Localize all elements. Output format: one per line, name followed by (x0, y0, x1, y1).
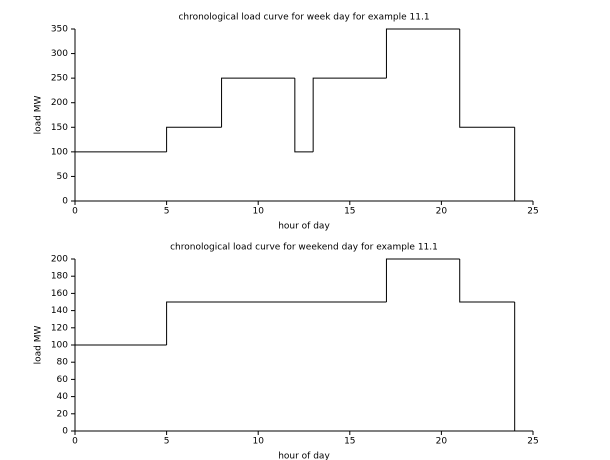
y-tick-label: 160 (51, 289, 68, 299)
step-segment (221, 77, 295, 128)
x-tick-label: 0 (72, 437, 78, 447)
step-segment (294, 78, 314, 153)
x-tick-label: 10 (252, 437, 264, 447)
x-tick-label: 10 (252, 207, 264, 217)
y-tick-label: 20 (57, 409, 69, 419)
y-tick-label: 80 (57, 358, 69, 368)
y-tick-label: 200 (51, 255, 68, 265)
step-segment (166, 301, 387, 345)
step-segment (166, 126, 222, 152)
y-tick-label: 180 (51, 272, 68, 282)
x-tick-label: 20 (436, 437, 448, 447)
x-tick-label: 25 (527, 207, 538, 217)
step-segment (312, 77, 387, 152)
y-tick-label: 300 (51, 49, 68, 59)
y-tick-label: 0 (62, 197, 68, 207)
y-tick-label: 200 (51, 98, 68, 108)
chart-title: chronological load curve for week day fo… (178, 13, 429, 23)
y-tick-label: 100 (51, 147, 68, 157)
x-tick-label: 5 (164, 207, 170, 217)
x-axis-label: hour of day (278, 452, 330, 460)
step-segment (459, 29, 515, 128)
x-tick-label: 20 (436, 207, 448, 217)
x-tick-label: 15 (344, 437, 355, 447)
y-tick-label: 140 (51, 306, 68, 316)
y-tick-label: 120 (51, 323, 68, 333)
x-tick-label: 25 (527, 437, 538, 447)
y-tick-label: 350 (51, 25, 68, 35)
y-tick-label: 50 (57, 172, 69, 182)
y-tick-label: 0 (62, 427, 68, 437)
y-tick-label: 150 (51, 123, 68, 133)
x-tick-label: 0 (72, 207, 78, 217)
y-tick-label: 100 (51, 341, 68, 351)
x-tick-label: 15 (344, 207, 355, 217)
chart-title: chronological load curve for weekend day… (170, 243, 438, 253)
y-axis-label: load MW (34, 326, 44, 365)
x-axis-label: hour of day (278, 222, 330, 232)
y-tick-label: 40 (57, 392, 69, 402)
step-segment (459, 259, 515, 303)
y-tick-label: 60 (57, 375, 69, 385)
step-segment (385, 28, 460, 79)
step-segment (385, 258, 460, 302)
x-tick-label: 5 (164, 437, 170, 447)
y-axis-label: load MW (34, 96, 44, 135)
y-tick-label: 250 (51, 74, 68, 84)
